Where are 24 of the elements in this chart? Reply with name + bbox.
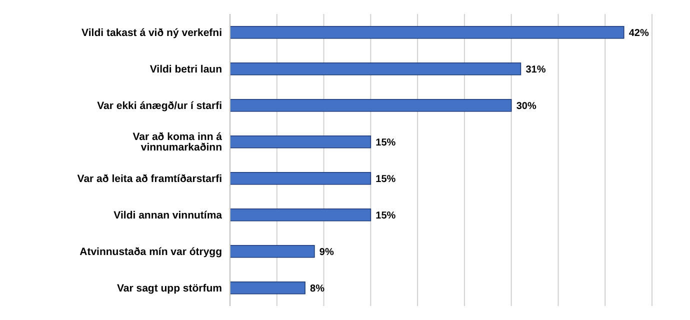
data-label: 31% <box>526 64 546 76</box>
y-tick-label: Var sagt upp störfum <box>116 282 222 294</box>
bar <box>230 172 372 185</box>
bar <box>230 26 624 39</box>
bar <box>230 282 306 294</box>
y-tick-label: Var ekki ánægð/ur í starfi <box>97 100 222 112</box>
data-label: 8% <box>310 283 325 294</box>
bar <box>230 136 372 148</box>
y-tick-label: Vildi takast á við ný verkefni <box>82 26 222 39</box>
y-tick-label: Var að koma inn á vinnumarkaðinn <box>132 131 222 154</box>
y-tick-label: Vildi betri laun <box>150 63 222 76</box>
y-tick-label: Vildi annan vinnutíma <box>114 209 222 222</box>
data-label: 9% <box>319 246 334 258</box>
data-label: 30% <box>516 100 536 112</box>
data-label: 15% <box>376 137 396 148</box>
y-tick-label: Atvinnustaða mín var ótrygg <box>80 246 222 258</box>
data-label: 42% <box>628 28 649 39</box>
y-tick-label: Var að leita að framtíðarstarfi <box>77 172 222 185</box>
bar <box>230 99 512 112</box>
bar <box>230 245 315 258</box>
data-label: 15% <box>376 210 396 222</box>
data-label: 15% <box>376 174 396 185</box>
bar <box>230 208 372 222</box>
bar <box>230 62 522 76</box>
